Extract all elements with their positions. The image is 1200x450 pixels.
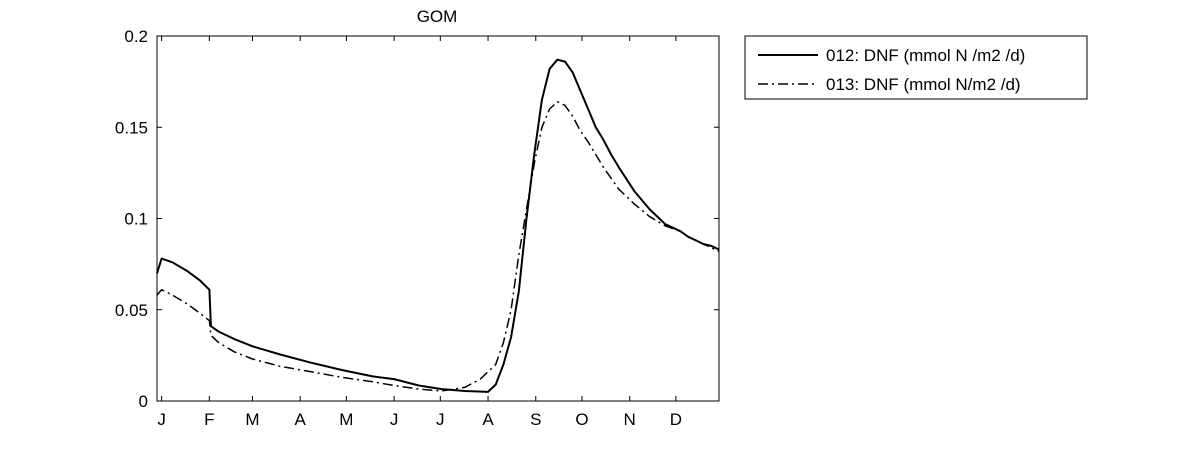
series-line-2 — [156, 100, 720, 392]
x-tick-label: N — [624, 410, 636, 429]
chart-title: GOM — [417, 7, 458, 26]
x-tick-label: A — [482, 410, 494, 429]
x-tick-label: O — [575, 410, 588, 429]
legend-label-series-2: 013: DNF (mmol N/m2 /d) — [826, 75, 1021, 94]
x-tick-label: D — [670, 410, 682, 429]
legend-box — [744, 35, 1088, 100]
x-tick-label: J — [157, 410, 166, 429]
y-tick-label: 0 — [139, 392, 148, 411]
legend: 012: DNF (mmol N /m2 /d) 013: DNF (mmol … — [744, 35, 1088, 100]
x-tick-label: A — [295, 410, 307, 429]
x-tick-label: S — [530, 410, 541, 429]
y-tick-label: 0.2 — [124, 27, 148, 46]
x-tick-label: F — [204, 410, 214, 429]
x-tick-label: M — [245, 410, 259, 429]
plot-area: 0 0.05 0.1 0.15 0.2 J F M A M J J A S O N D — [115, 27, 720, 429]
axes-frame — [156, 35, 720, 402]
x-tick-label: M — [339, 410, 353, 429]
y-tick-label: 0.1 — [124, 210, 148, 229]
series-line-1 — [156, 58, 720, 393]
x-tick-label: J — [436, 410, 445, 429]
y-tick-label: 0.15 — [115, 118, 148, 137]
y-tick-label: 0.05 — [115, 301, 148, 320]
legend-label-series-1: 012: DNF (mmol N /m2 /d) — [826, 46, 1025, 65]
x-tick-label: J — [390, 410, 399, 429]
